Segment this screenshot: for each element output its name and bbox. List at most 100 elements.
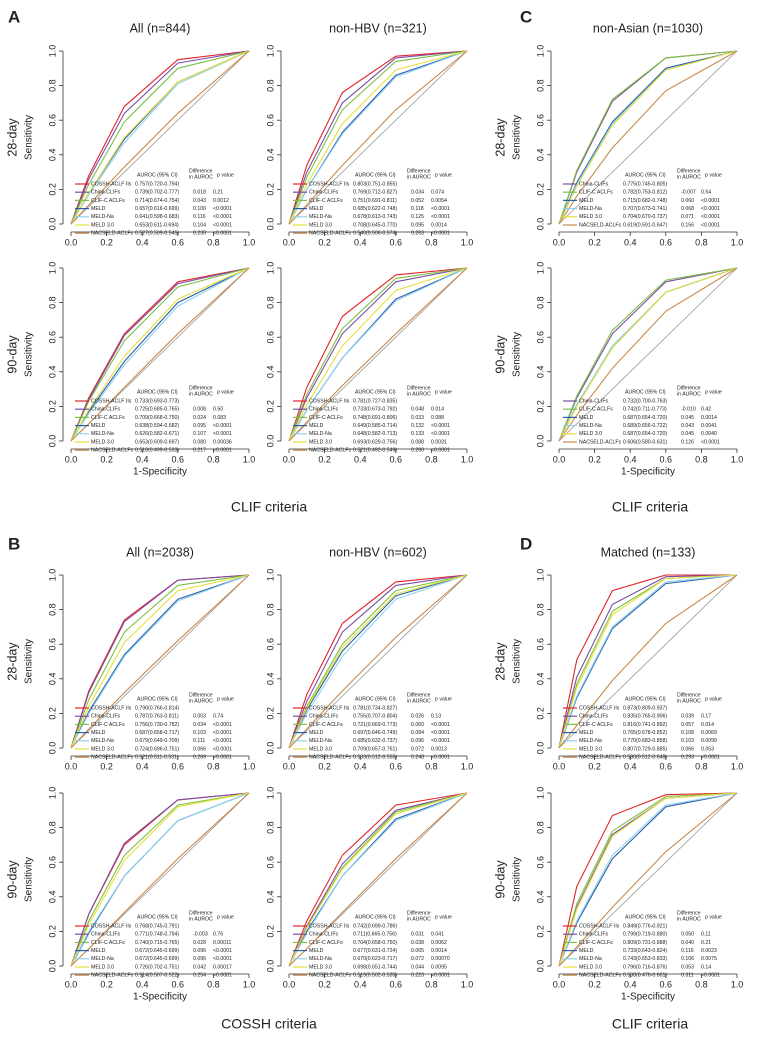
legend-header: AUROC (95% CI) — [355, 914, 396, 920]
p-value: 0.11 — [701, 932, 711, 938]
auroc-difference: 0.106 — [681, 956, 694, 962]
x-tick-label: 0.0 — [65, 237, 78, 247]
auroc-text: 0.677(0.631-0.724) — [353, 948, 397, 954]
legend-header: AUROC (95% CI) — [625, 914, 666, 920]
auroc-difference: 0.254 — [193, 973, 206, 979]
x-tick-label: 0.4 — [136, 454, 149, 464]
y-tick-label: 0.0 — [47, 218, 57, 231]
auroc-difference: 0.156 — [681, 222, 694, 228]
y-tick-label: 0.8 — [535, 296, 545, 309]
x-tick-label: 0.6 — [660, 454, 673, 464]
x-tick-label: 0.0 — [283, 761, 296, 771]
y-tick-label: 0.4 — [535, 891, 545, 904]
p-value: <0.0001 — [431, 738, 450, 744]
p-value: 0.00070 — [431, 956, 450, 962]
auroc-text: 0.733(0.643-0.824) — [623, 948, 667, 954]
legend-label: MELD 3.0 — [309, 746, 332, 752]
y-tick-label: 0.0 — [535, 742, 545, 755]
auroc-text: 0.619(0.591-0.647) — [623, 222, 667, 228]
roc-curve — [70, 267, 250, 442]
roc-curve — [288, 267, 468, 442]
y-tick-label: 0.8 — [535, 603, 545, 616]
p-value: 0.21 — [213, 190, 223, 196]
auroc-text: 0.679(0.649-0.709) — [135, 738, 179, 744]
legend-label: MELD 3.0 — [579, 214, 602, 220]
legend-label: MELD 3.0 — [91, 964, 114, 970]
p-value: <0.0001 — [213, 746, 232, 752]
p-value: <0.0001 — [431, 722, 450, 728]
legend-label: MELD-Na — [579, 206, 602, 212]
y-tick-label: 1.0 — [265, 45, 275, 58]
legend-label: CLIF-C ACLFs — [91, 198, 125, 204]
p-value: 0.50 — [213, 407, 223, 413]
y-tick-label: 0.4 — [265, 366, 275, 379]
p-value: <0.0001 — [431, 214, 450, 220]
x-tick-label: 0.6 — [390, 761, 403, 771]
auroc-difference: 0.033 — [411, 415, 424, 421]
auroc-difference: 0.080 — [193, 439, 206, 445]
legend-label: MELD — [309, 423, 324, 429]
criteria-label: CLIF criteria — [231, 499, 307, 515]
roc-curve — [288, 792, 468, 967]
auroc-text: 0.670(0.623-0.717) — [353, 956, 397, 962]
x-tick-label: 0.0 — [65, 454, 78, 464]
x-tick-label: 0.8 — [695, 761, 708, 771]
roc-curve — [70, 50, 250, 225]
legend-label: CLIF-C ACLFs — [309, 415, 343, 421]
y-axis-label: Sensitivity — [512, 639, 523, 684]
legend-header: AUROC (95% CI) — [625, 389, 666, 395]
panel-letter: A — [8, 7, 20, 26]
legend-header: Difference — [407, 692, 431, 698]
p-value: <0.0001 — [213, 431, 232, 437]
y-tick-label: 0.8 — [47, 821, 57, 834]
x-tick-label: 0.8 — [425, 237, 438, 247]
x-tick-label: 0.8 — [425, 979, 438, 989]
legend-label: NACSELD-ACLFs — [91, 448, 133, 454]
legend-label: China-CLIFs — [309, 714, 339, 720]
roc-curve — [288, 792, 468, 967]
p-value: <0.0001 — [701, 973, 720, 979]
legend-label: MELD — [91, 730, 106, 736]
auroc-text: 0.726(0.702-0.751) — [135, 964, 179, 970]
auroc-text: 0.519(0.502-0.535) — [353, 973, 397, 979]
auroc-difference: 0.132 — [411, 423, 424, 429]
row-label: 90-day — [493, 860, 507, 899]
legend-label: MELD — [579, 730, 594, 736]
auroc-difference: 0.095 — [193, 423, 206, 429]
auroc-difference: 0.045 — [681, 431, 694, 437]
auroc-difference: 0.263 — [411, 231, 424, 237]
auroc-text: 0.807(0.729-0.885) — [623, 746, 667, 752]
y-tick-label: 0.6 — [47, 856, 57, 869]
legend-label: NACSELD-ACLFs — [309, 973, 351, 979]
auroc-text: 0.606(0.580-0.631) — [623, 439, 667, 445]
auroc-text: 0.638(0.594-0.682) — [135, 423, 179, 429]
auroc-text: 0.873(0.809-0.937) — [623, 705, 667, 711]
roc-curve — [70, 50, 250, 225]
auroc-text: 0.733(0.693-0.773) — [135, 398, 179, 404]
p-value: 0.0099 — [701, 738, 717, 744]
p-value: 0.0014 — [701, 415, 717, 421]
auroc-text: 0.527(0.509-0.545) — [135, 231, 179, 237]
x-tick-label: 1.0 — [461, 761, 474, 771]
legend-label: MELD — [579, 415, 594, 421]
legend-label: MELD — [309, 730, 324, 736]
auroc-difference: -0.003 — [193, 932, 208, 938]
auroc-difference: 0.116 — [193, 214, 206, 220]
x-axis-label: 1-Specificity — [133, 467, 187, 478]
x-tick-label: 0.6 — [172, 761, 185, 771]
legend-header: Difference — [677, 910, 701, 916]
auroc-difference: 0.100 — [193, 206, 206, 212]
roc-curve — [70, 574, 250, 749]
y-tick-label: 1.0 — [47, 45, 57, 58]
roc-curve — [70, 574, 250, 749]
auroc-text: 0.533(0.512-0.555) — [353, 755, 397, 761]
p-value: 0.17 — [701, 714, 711, 720]
roc-curve — [288, 50, 468, 225]
p-value: 0.0023 — [701, 948, 717, 954]
auroc-difference: 0.072 — [411, 746, 424, 752]
p-value: 0.14 — [701, 964, 711, 970]
auroc-difference: 0.133 — [411, 431, 424, 437]
panel-letter: D — [520, 534, 532, 553]
auroc-difference: 0.108 — [681, 730, 694, 736]
